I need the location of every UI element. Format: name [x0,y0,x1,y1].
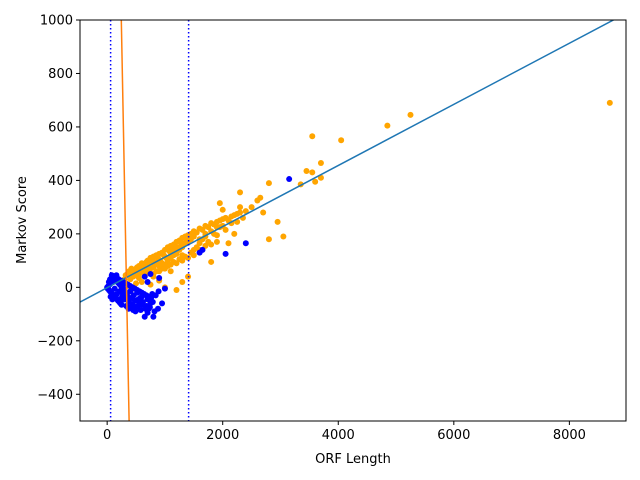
coding-point [216,200,223,207]
x-tick-label: 6000 [437,428,470,443]
coding-point [248,204,255,211]
noncoding-point [155,288,162,295]
x-axis-label: ORF Length [315,452,391,467]
coding-point [242,208,249,215]
coding-point [161,265,168,272]
coding-point [384,122,391,129]
coding-point [208,241,215,248]
noncoding-point [159,300,166,307]
coding-point [133,280,140,287]
coding-point [190,233,197,240]
y-axis-label: Markov Score [15,176,30,264]
plot-frame [79,19,627,422]
y-tick-label: 600 [48,120,73,135]
noncoding-point [286,176,293,183]
noncoding-point [146,304,153,311]
noncoding-point [147,270,154,277]
noncoding-point [144,278,151,285]
y-tick-label: 800 [48,67,73,82]
noncoding-point [144,309,151,316]
coding-point [167,261,174,268]
coding-point [231,230,238,237]
coding-point [179,257,186,264]
noncoding-point [141,273,148,280]
points-layer [104,99,613,320]
noncoding-point [149,299,156,306]
coding-point [303,168,310,175]
coding-point [312,178,319,185]
coding-point [338,137,345,144]
coding-point [213,232,220,239]
noncoding-point [118,301,125,308]
noncoding-point [161,285,168,292]
coding-point [309,169,316,176]
coding-point [280,233,287,240]
y-tick-label: 1000 [40,14,73,29]
coding-point [274,218,281,225]
noncoding-point [222,250,229,257]
coding-point [257,194,264,201]
noncoding-point [132,308,139,315]
x-tick-label: 0 [103,428,111,443]
reference-lines-layer [109,20,190,421]
coding-point [173,287,180,294]
x-tick-label: 4000 [322,428,355,443]
noncoding-point [155,305,161,312]
noncoding-point [150,313,157,320]
coding-point [213,238,220,245]
coding-point [225,240,232,247]
coding-point [185,236,192,243]
coding-point [407,111,414,118]
coding-point [219,206,226,213]
x-tick-label: 2000 [206,428,239,443]
coding-point [173,260,180,267]
noncoding-point [120,296,127,303]
noncoding-point [111,285,118,292]
steep-boundary-line [120,20,130,421]
coding-point [237,209,244,216]
coding-point [179,278,186,285]
noncoding-point [134,303,141,310]
y-tick-label: −200 [37,334,73,349]
noncoding-point [199,246,206,253]
y-tick-label: 200 [48,227,73,242]
coding-point [156,268,163,275]
y-tick-label: 400 [48,174,73,189]
coding-point [208,258,215,265]
y-axis: −400 −200 0 200 400 600 800 1000 [37,14,80,403]
y-tick-label: −400 [37,388,73,403]
linear-fit-line [80,20,615,303]
noncoding-point [116,288,123,295]
noncoding-point [156,274,163,281]
noncoding-point [242,240,249,247]
coding-point [133,265,140,272]
coding-point [265,180,272,187]
x-tick-label: 8000 [553,428,586,443]
noncoding-point [137,295,144,302]
coding-point [179,240,186,247]
coding-point [317,160,324,167]
coding-point [173,244,180,251]
coding-point [167,268,174,275]
coding-point [309,133,316,140]
coding-point [260,209,267,216]
x-axis: 0 2000 4000 6000 8000 [103,421,586,443]
coding-point [265,236,272,243]
coding-point [185,254,192,261]
y-tick-label: 0 [65,281,73,296]
coding-point [606,99,613,106]
lines-layer [80,20,615,421]
coding-point [237,189,244,196]
coding-point [190,252,197,259]
coding-point [237,204,244,211]
